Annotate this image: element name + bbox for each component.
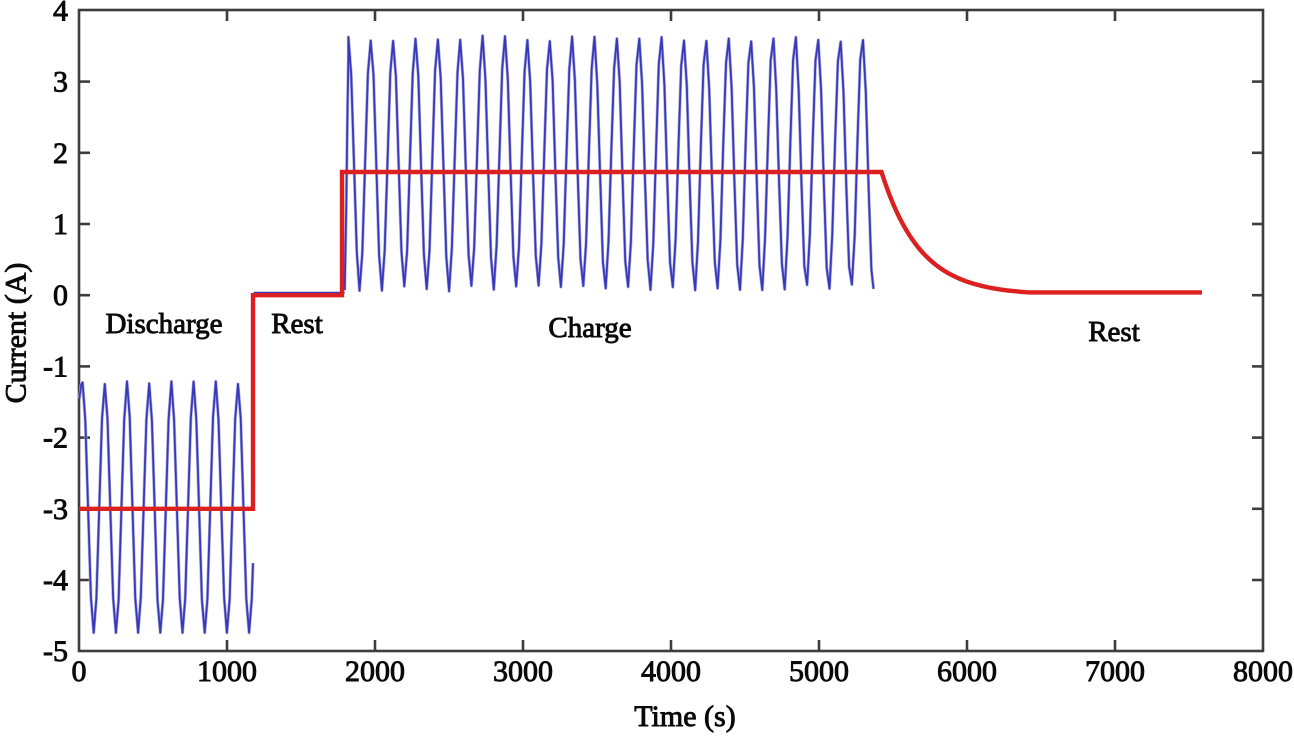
svg-text:4: 4: [53, 0, 68, 27]
svg-text:Charge: Charge: [548, 312, 631, 344]
svg-text:6000: 6000: [937, 655, 997, 688]
svg-text:8000: 8000: [1233, 655, 1293, 688]
svg-text:3000: 3000: [493, 655, 553, 688]
svg-text:4000: 4000: [641, 655, 701, 688]
svg-text:Rest: Rest: [1088, 316, 1140, 348]
svg-text:-4: -4: [43, 564, 68, 597]
svg-text:2: 2: [53, 137, 68, 170]
svg-text:3: 3: [53, 66, 68, 99]
svg-text:-5: -5: [43, 635, 68, 668]
svg-text:7000: 7000: [1085, 655, 1145, 688]
svg-text:1: 1: [53, 208, 68, 241]
svg-text:0: 0: [53, 279, 68, 312]
svg-text:1000: 1000: [197, 655, 257, 688]
svg-text:Discharge: Discharge: [105, 308, 222, 340]
svg-text:-2: -2: [43, 422, 68, 455]
svg-text:Rest: Rest: [271, 308, 323, 340]
svg-text:-3: -3: [43, 493, 68, 526]
svg-text:5000: 5000: [789, 655, 849, 688]
svg-text:Time (s): Time (s): [634, 700, 735, 733]
svg-text:-1: -1: [43, 350, 68, 383]
svg-text:2000: 2000: [345, 655, 405, 688]
svg-text:0: 0: [72, 655, 87, 688]
svg-text:Current (A): Current (A): [0, 263, 33, 404]
